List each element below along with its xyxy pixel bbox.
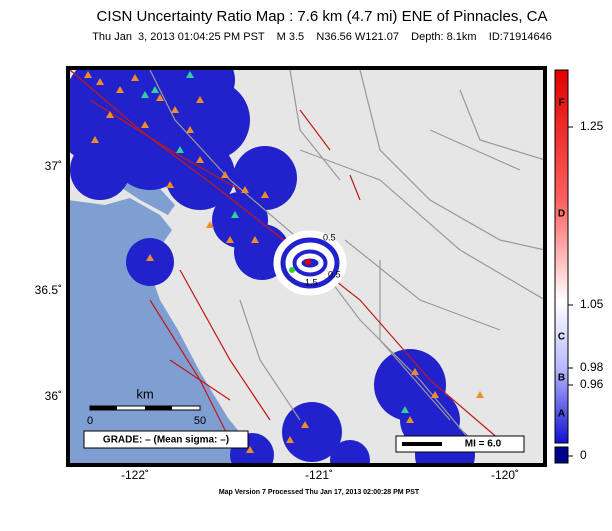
contour-label: 0.5	[323, 232, 336, 242]
mi-box	[395, 435, 525, 453]
scale-bar-seg	[90, 406, 117, 410]
fault	[299, 109, 331, 151]
colorbar	[554, 69, 569, 444]
station	[141, 121, 149, 128]
station	[286, 436, 294, 443]
title: CISN Uncertainty Ratio Map : 7.6 km (4.7…	[97, 8, 548, 25]
station-alt	[401, 406, 409, 413]
road	[429, 129, 521, 171]
station	[411, 368, 419, 375]
lat-label: 37˚	[45, 159, 62, 173]
mi-legend: MI = 6.0	[465, 439, 502, 450]
station	[206, 221, 214, 228]
lon-label: -122˚	[121, 468, 149, 482]
lat-label: 36.5˚	[35, 283, 62, 297]
colorbar-label: 0	[580, 448, 587, 462]
footer: Map Version 7 Processed Thu Jan 17, 2013…	[219, 489, 420, 496]
colorbar-label: 0.98	[580, 360, 604, 374]
grade-letter: C	[558, 332, 565, 343]
station	[131, 74, 139, 81]
road	[239, 299, 301, 421]
station	[221, 171, 229, 178]
contour-label: 0.5	[328, 269, 341, 279]
road	[459, 89, 545, 161]
map-area: 0.5 0.5 1.5	[68, 68, 545, 465]
colorbar-label: 0.96	[580, 377, 604, 391]
station	[246, 446, 254, 453]
station	[171, 106, 179, 113]
station-alt	[231, 211, 239, 218]
station	[406, 416, 414, 423]
grade-letter: D	[558, 209, 565, 220]
station	[476, 391, 484, 398]
station	[84, 71, 92, 78]
station	[196, 96, 204, 103]
station	[96, 78, 104, 85]
lon-label: -120˚	[491, 468, 519, 482]
fault	[349, 174, 361, 201]
lat-label: 36˚	[45, 389, 62, 403]
station	[196, 156, 204, 163]
subtitle: Thu Jan 3, 2013 01:04:25 PM PST M 3.5 N3…	[92, 31, 552, 43]
grade: GRADE: – (Mean sigma: –)	[103, 435, 229, 446]
scale-start: 0	[87, 415, 93, 427]
road	[379, 260, 451, 421]
station	[251, 236, 259, 243]
fault	[179, 269, 271, 421]
map-frame	[66, 66, 547, 467]
grade-letter: F	[558, 98, 564, 109]
station	[241, 186, 249, 193]
road	[344, 239, 501, 331]
station	[226, 236, 234, 243]
station	[431, 391, 439, 398]
station-alt	[141, 91, 149, 98]
colorbar-floor	[554, 446, 569, 464]
scale-end: 50	[194, 415, 206, 427]
fault	[169, 359, 231, 401]
station-alt	[151, 86, 159, 93]
station	[261, 191, 269, 198]
scale-unit: km	[136, 386, 153, 401]
scale-bar-seg	[145, 406, 172, 410]
coverage-area	[330, 440, 370, 465]
grade-letter: A	[558, 409, 565, 420]
station	[116, 86, 124, 93]
grade-box	[83, 430, 249, 449]
station	[301, 421, 309, 428]
epicenter	[305, 259, 311, 265]
road	[359, 69, 545, 251]
station	[166, 181, 174, 188]
colorbar-label: 1.25	[580, 119, 604, 133]
lon-label: -121˚	[305, 468, 333, 482]
station-alt	[176, 146, 184, 153]
station	[156, 94, 164, 101]
station	[186, 126, 194, 133]
fault	[89, 99, 241, 191]
station-marker	[289, 267, 295, 273]
road	[289, 69, 341, 181]
road	[299, 149, 545, 301]
station	[106, 111, 114, 118]
station	[146, 254, 154, 261]
grade-letter: B	[558, 373, 565, 384]
coverage-area	[415, 425, 475, 465]
coverage-area	[68, 100, 120, 160]
colorbar-label: 1.05	[580, 297, 604, 311]
station-alt	[186, 71, 194, 78]
contour-label: 1.5	[305, 277, 318, 287]
station	[91, 136, 99, 143]
coverage-area	[282, 402, 342, 462]
ocean	[68, 198, 262, 465]
coverage-area	[126, 238, 174, 286]
coverage-area	[175, 68, 235, 110]
